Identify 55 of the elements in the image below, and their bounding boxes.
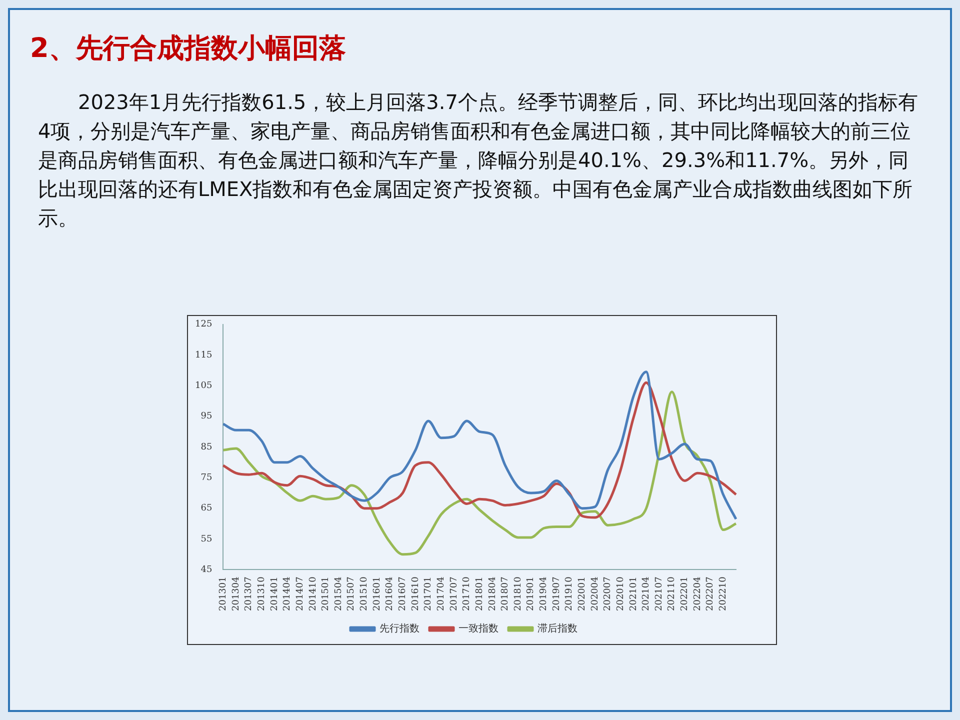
x-tick-label: 201807 xyxy=(500,576,511,612)
x-tick-label: 201804 xyxy=(488,576,498,612)
y-tick-label: 105 xyxy=(194,381,212,392)
y-tick-label: 55 xyxy=(200,534,212,544)
x-tick-label: 201710 xyxy=(462,576,472,612)
chart-title: 2、先行合成指数小幅回落 xyxy=(30,32,346,66)
x-tick-label: 201504 xyxy=(334,576,344,612)
x-tick-label: 201410 xyxy=(308,576,318,612)
x-tick-label: 201901 xyxy=(526,576,536,612)
x-tick-label: 201304 xyxy=(231,576,242,612)
y-tick-label: 75 xyxy=(200,473,212,484)
x-tick-label: 201501 xyxy=(321,576,332,612)
x-tick-label: 202110 xyxy=(667,576,678,612)
x-tick-label: 201507 xyxy=(346,576,357,612)
y-tick-label: 45 xyxy=(200,564,212,575)
x-tick-label: 202107 xyxy=(654,576,664,612)
x-tick-label: 201704 xyxy=(436,576,446,612)
y-tick-label: 95 xyxy=(200,412,212,422)
x-tick-label: 202001 xyxy=(577,576,588,612)
x-tick-label: 202007 xyxy=(603,576,614,612)
x-tick-label: 201610 xyxy=(410,576,421,612)
x-tick-label: 202104 xyxy=(642,576,652,612)
line-series xyxy=(222,390,738,556)
legend-label: 一致指数 xyxy=(458,622,498,635)
x-tick-label: 202210 xyxy=(718,576,729,612)
y-tick-label: 85 xyxy=(200,442,212,452)
x-tick-label: 201607 xyxy=(398,576,408,612)
y-tick-label: 125 xyxy=(194,320,212,330)
x-tick-label: 201307 xyxy=(244,576,254,612)
x-tick-label: 201910 xyxy=(564,576,575,612)
x-tick-label: 202010 xyxy=(616,576,626,612)
chart-subtitle: 2023年1月先行指数61.5，较上月回落3.7个点。经季节调整后，同、环比均出现回落的指标有4项，分别是汽车产量、家电产量、商品房销售面积和有色金属进口额，其中同比降幅较大的前三位是商品房销售面积、有色金属进口额和汽车产量，降幅分别是40.1%、29.3%和11.7%。另外，同比出现回落的还有LMEX指数和有色金属固定资产投资额。中国有色金属产业合成指数曲线图如下所示。 xyxy=(38,89,918,232)
x-tick-label: 202004 xyxy=(590,576,600,612)
y-tick-label: 115 xyxy=(194,350,212,360)
x-tick-label: 201601 xyxy=(372,576,382,612)
x-tick-label: 202204 xyxy=(692,576,703,612)
x-tick-label: 201407 xyxy=(295,576,306,612)
x-tick-label: 201801 xyxy=(474,576,485,612)
x-tick-label: 202201 xyxy=(680,576,690,612)
x-tick-label: 201401 xyxy=(270,576,280,612)
x-tick-label: 201701 xyxy=(424,576,434,612)
x-tick-label: 201907 xyxy=(552,576,562,612)
legend-label: 先行指数 xyxy=(380,622,420,635)
x-tick-label: 201301 xyxy=(218,576,229,612)
x-tick-label: 201707 xyxy=(449,576,460,612)
legend-label: 滞后指数 xyxy=(538,622,578,635)
x-tick-label: 202207 xyxy=(706,576,716,612)
x-tick-label: 201604 xyxy=(385,576,396,612)
x-tick-label: 201904 xyxy=(539,576,550,612)
y-tick-label: 65 xyxy=(200,504,212,514)
x-tick-label: 201510 xyxy=(360,576,370,612)
x-tick-label: 201404 xyxy=(282,576,293,612)
x-tick-label: 201810 xyxy=(513,576,524,612)
x-tick-label: 201310 xyxy=(256,576,267,612)
x-tick-label: 202101 xyxy=(628,576,639,612)
